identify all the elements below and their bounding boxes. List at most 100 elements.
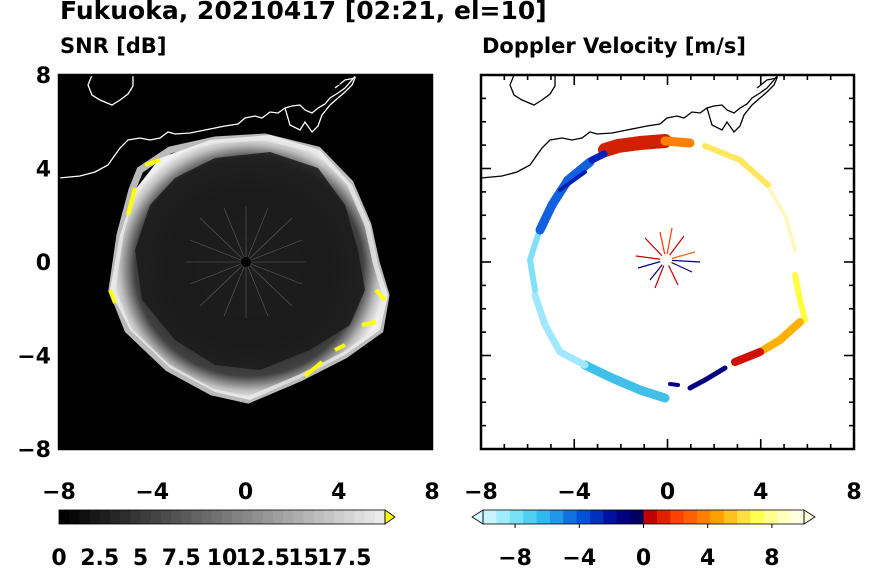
colorbar-swatch [323,510,335,524]
colorbar-swatch [181,510,192,524]
colorbar-tick-label: 5 [133,546,148,570]
y-tick-label: 8 [36,64,51,89]
colorbar-swatch [697,510,711,524]
y-tick-label: 4 [36,158,51,183]
colorbar-swatch [549,510,564,524]
doppler-panel-title: Doppler Velocity [m/s] [482,34,746,58]
snr-axis-ticks: −8 −4 0 4 8 8 4 0 −4 −8 [17,64,439,505]
colorbar-swatch [211,510,223,524]
colorbar-swatch [344,510,355,524]
x-tick-label: −8 [464,480,498,505]
colorbar-swatch [201,510,213,524]
colorbar-swatch [79,510,91,524]
colorbar-swatch [364,510,376,524]
colorbar-tick-label: 2.5 [80,546,119,570]
x-tick-label: 8 [846,480,861,505]
colorbar-swatch [334,510,345,524]
x-tick-label: −8 [42,480,76,505]
colorbar-tick-label: 0 [636,546,651,570]
x-tick-label: 4 [331,480,346,505]
x-tick-label: 8 [424,480,439,505]
colorbar-swatch [643,510,658,524]
colorbar-swatch [710,510,725,524]
doppler-coastline [481,75,779,179]
colorbar-swatch [374,510,386,524]
colorbar-swatch [109,510,121,524]
colorbar-swatch [536,510,551,524]
snr-coastline-port [284,77,357,134]
snr-coastline [59,75,357,179]
doppler-coastline-north [509,75,556,106]
doppler-colorbar: −8 −4 0 4 8 [471,509,816,570]
colorbar-max-extension [384,509,396,525]
colorbar-swatch [354,510,366,524]
colorbar-tick-label: 4 [700,546,715,570]
colorbar-swatch [150,510,162,524]
colorbar-tick-label: 15 [288,546,319,570]
colorbar-swatch [313,510,325,524]
colorbar-swatch [509,510,524,524]
colorbar-swatch [763,510,778,524]
doppler-echo-ring [526,134,808,403]
colorbar-swatch [303,510,315,524]
colorbar-frame [58,509,386,525]
y-tick-label: 0 [36,251,51,276]
colorbar-swatch [120,510,131,524]
snr-radar-site [241,257,251,267]
colorbar-max-extension [803,509,816,525]
doppler-panel: −8 −4 0 4 8 [464,73,862,505]
x-tick-label: −4 [557,480,591,505]
colorbar-swatch [99,510,111,524]
colorbar-swatch [171,510,182,524]
y-tick-label: −4 [17,345,51,370]
figure-title: Fukuoka, 20210417 [02:21, el=10] [60,0,547,25]
colorbar-swatch [590,510,604,524]
doppler-radar-site [660,254,672,266]
colorbar-tick-label: 0 [51,546,66,570]
colorbar-swatch [790,510,805,524]
colorbar-swatch [563,510,578,524]
snr-coastline-north [87,75,134,106]
colorbar-swatch [293,510,304,524]
colorbar-swatch [59,510,70,524]
colorbar-swatch [272,510,284,524]
colorbar-tick-label: 10 [207,546,238,570]
colorbar-swatch [737,510,751,524]
colorbar-swatch [483,510,497,524]
colorbar-swatch [69,510,80,524]
snr-panel: −8 −4 0 4 8 8 4 0 −4 −8 [17,64,439,505]
colorbar-swatch [630,510,644,524]
colorbar-swatch [130,510,141,524]
y-tick-label: −8 [17,438,51,463]
snr-center-spokes [186,206,306,318]
colorbar-tick-label: 17.5 [317,546,371,570]
snr-panel-title: SNR [dB] [60,34,167,58]
colorbar-min-extension [471,509,484,525]
colorbar-tick-label: −4 [562,546,596,570]
colorbar-swatch [670,510,685,524]
colorbar-tick-label: 8 [764,546,779,570]
colorbar-swatch [191,510,203,524]
colorbar-swatch [242,510,254,524]
colorbar-swatch [89,510,101,524]
colorbar-swatch [283,510,294,524]
colorbar-swatch [262,510,274,524]
x-tick-label: 0 [660,480,675,505]
colorbar-swatch [496,510,511,524]
doppler-coastline-port [706,77,779,134]
colorbar-swatch [750,510,765,524]
x-tick-label: −4 [135,480,169,505]
colorbar-swatch [723,510,738,524]
colorbar-swatch [656,510,671,524]
colorbar-swatch [576,510,591,524]
colorbar-swatch [160,510,172,524]
colorbar-swatch [222,510,233,524]
colorbar-swatch [777,510,792,524]
colorbar-tick-label: 12.5 [236,546,290,570]
colorbar-tick-label: −8 [498,546,532,570]
colorbar-swatch [683,510,698,524]
x-tick-label: 4 [753,480,768,505]
colorbar-swatch [232,510,243,524]
